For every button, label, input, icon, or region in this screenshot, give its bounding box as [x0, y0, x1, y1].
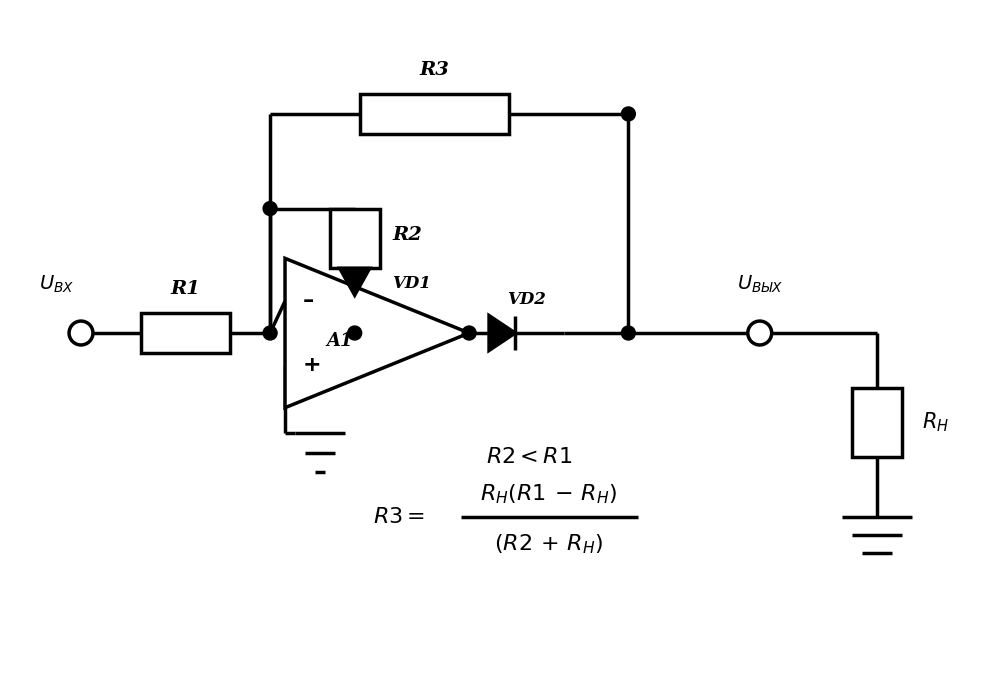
Polygon shape — [285, 258, 469, 408]
Text: –: – — [303, 291, 314, 311]
Text: VD1: VD1 — [392, 275, 431, 291]
Circle shape — [263, 201, 277, 215]
Bar — [852, 388, 902, 458]
Bar — [359, 94, 509, 134]
Text: A1: A1 — [326, 332, 353, 350]
Text: $R2 < R1$: $R2 < R1$ — [486, 446, 572, 468]
Text: $U_{ВЫХ}$: $U_{ВЫХ}$ — [737, 274, 783, 295]
Circle shape — [347, 326, 361, 340]
Circle shape — [462, 326, 476, 340]
Circle shape — [622, 107, 636, 121]
Text: $U_{ВХ}$: $U_{ВХ}$ — [39, 274, 74, 295]
Text: R1: R1 — [171, 280, 201, 298]
Circle shape — [263, 326, 277, 340]
Bar — [329, 209, 379, 269]
Text: R3: R3 — [419, 61, 449, 79]
Text: VD2: VD2 — [507, 291, 546, 308]
Polygon shape — [339, 269, 369, 295]
Polygon shape — [489, 316, 515, 351]
Bar — [141, 313, 231, 353]
Text: $R_H(R1\,-\,R_H)$: $R_H(R1\,-\,R_H)$ — [480, 483, 618, 506]
Text: $R_H$: $R_H$ — [922, 411, 949, 435]
Circle shape — [622, 326, 636, 340]
Text: $(R2\,+\,R_H)$: $(R2\,+\,R_H)$ — [494, 532, 604, 556]
Text: $R3 =$: $R3 =$ — [373, 506, 425, 528]
Text: +: + — [303, 355, 321, 375]
Text: R2: R2 — [392, 226, 422, 244]
